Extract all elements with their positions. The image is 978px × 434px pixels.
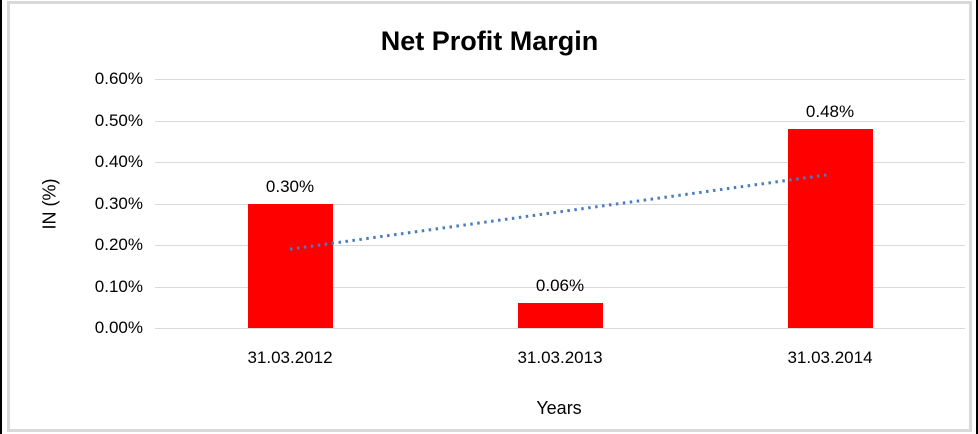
plot-area [155, 79, 965, 329]
y-tick-label: 0.20% [94, 235, 143, 254]
y-tick-label: 0.10% [94, 276, 143, 296]
gridline [155, 120, 965, 122]
bar-data-label: 0.30% [265, 176, 315, 196]
x-category-label: 31.03.2012 [247, 348, 333, 367]
trendline [289, 172, 831, 251]
y-tick-label: 0.00% [94, 318, 143, 337]
gridline [155, 203, 965, 205]
trendline-path [289, 172, 831, 251]
gridline [155, 245, 965, 246]
x-category-label: 31.03.2013 [517, 348, 603, 367]
chart-title: Net Profit Margin [380, 26, 599, 56]
gridline [155, 286, 965, 288]
gridline [155, 328, 965, 329]
chart-frame: Net Profit Margin IN (%) 0.00% 0.10% 0.20%… [7, 1, 972, 432]
y-tick-label: 0.40% [94, 152, 143, 171]
bar-data-label: 0.48% [805, 101, 855, 121]
bar-31.03.2012 [247, 203, 333, 328]
bar-31.03.2014 [787, 128, 873, 328]
x-axis-title: Years [536, 398, 582, 418]
bar-31.03.2013 [517, 303, 603, 328]
y-tick-label: 0.30% [94, 193, 143, 213]
x-category-label: 31.03.2014 [787, 348, 873, 367]
bar-data-label: 0.06% [535, 276, 585, 296]
gridline [155, 162, 965, 163]
y-tick-label: 0.50% [94, 110, 143, 130]
gridline [155, 79, 965, 80]
y-tick-label: 0.60% [94, 69, 143, 88]
